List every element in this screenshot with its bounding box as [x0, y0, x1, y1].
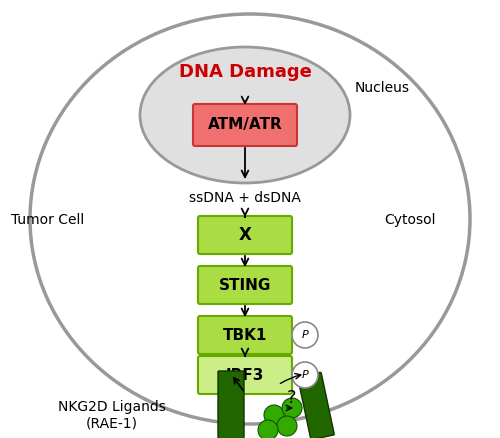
Text: NKG2D Ligands
(RAE-1): NKG2D Ligands (RAE-1) — [58, 400, 166, 430]
Text: ssDNA + dsDNA: ssDNA + dsDNA — [189, 191, 301, 205]
Circle shape — [292, 322, 318, 348]
Text: P: P — [302, 330, 308, 340]
Text: Tumor Cell: Tumor Cell — [12, 213, 85, 227]
Ellipse shape — [140, 47, 350, 183]
FancyBboxPatch shape — [298, 372, 334, 438]
FancyBboxPatch shape — [198, 216, 292, 254]
Text: TBK1: TBK1 — [223, 328, 267, 343]
Text: X: X — [238, 226, 252, 244]
Text: DNA Damage: DNA Damage — [178, 63, 312, 81]
Circle shape — [282, 398, 302, 418]
Text: ?: ? — [287, 389, 297, 407]
Text: Nucleus: Nucleus — [355, 81, 410, 95]
Circle shape — [277, 416, 297, 436]
FancyBboxPatch shape — [193, 104, 297, 146]
Circle shape — [264, 405, 284, 425]
Circle shape — [292, 362, 318, 388]
FancyBboxPatch shape — [198, 316, 292, 354]
FancyBboxPatch shape — [198, 266, 292, 304]
FancyBboxPatch shape — [198, 356, 292, 394]
Text: ATM/ATR: ATM/ATR — [208, 117, 282, 133]
Ellipse shape — [30, 14, 470, 424]
Text: Cytosol: Cytosol — [384, 213, 436, 227]
FancyBboxPatch shape — [218, 371, 244, 438]
Circle shape — [258, 420, 278, 438]
Text: IRF3: IRF3 — [226, 367, 264, 382]
Text: STING: STING — [219, 278, 271, 293]
Text: P: P — [302, 370, 308, 380]
